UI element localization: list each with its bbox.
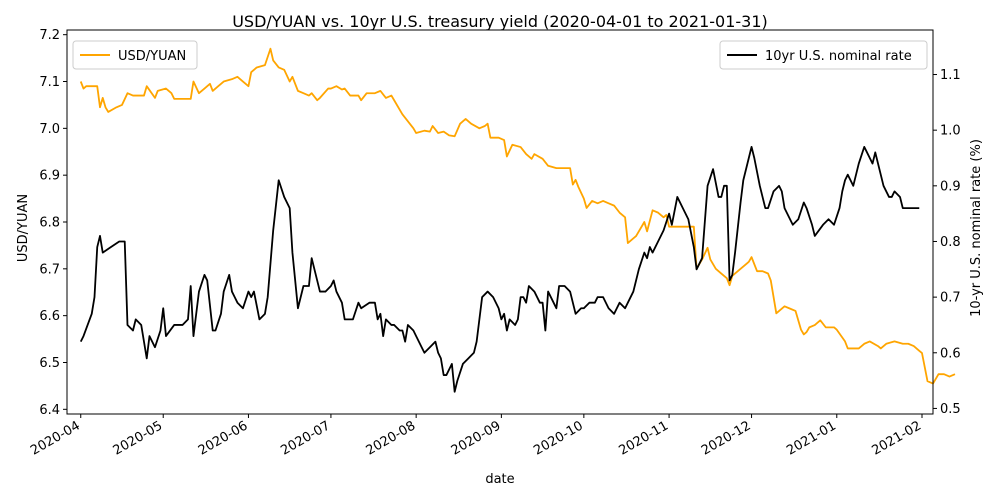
legend-right-frame [719,40,928,70]
y-left-tick-label: 6.9 [39,169,60,184]
x-tick-label: 2021-01 [784,418,839,458]
y-left-tick-label: 6.7 [39,262,60,277]
y-axis-left-label: USD/YUAN [16,194,31,262]
x-tick-label: 2020-11 [617,418,672,458]
x-tick-label: 2020-12 [699,418,754,458]
y-left-tick-label: 6.8 [39,216,60,231]
y-left-tick-label: 7.1 [39,75,60,90]
y-right-tick-label: 1.1 [940,68,961,83]
x-axis-label: date [485,472,514,487]
x-tick-label: 2020-09 [449,418,504,458]
x-tick-label: 2020-06 [196,418,251,458]
x-tick-label: 2020-04 [28,418,83,458]
y-left-tick-label: 6.5 [39,356,60,371]
x-tick-label: 2021-02 [869,418,924,458]
y-right-tick-label: 0.5 [940,402,961,417]
chart-title: USD/YUAN vs. 10yr U.S. treasury yield (2… [232,12,768,31]
y-left-tick-label: 6.4 [39,403,60,418]
y-left-tick-label: 7.0 [39,122,60,137]
x-tick-label: 2020-08 [364,418,419,458]
legend-left: USD/YUAN [72,40,198,70]
plot-layer [79,47,956,393]
y-right-tick-label: 0.9 [940,179,961,194]
y-axis-right-label: 10-yr U.S. nominal rate (%) [969,139,984,317]
y-left-tick-label: 7.2 [39,28,60,43]
legend-right-label: 10yr U.S. nominal rate [765,49,912,64]
y-right-tick-label: 1.0 [940,124,961,139]
y-right-tick-label: 0.7 [940,291,961,306]
x-tick-label: 2020-10 [531,418,586,458]
legend-left-frame [72,40,198,70]
series-line-treasury-yield [79,145,920,393]
y-right-tick-label: 0.8 [940,235,961,250]
legend-left-label: USD/YUAN [118,49,186,64]
legend-right: 10yr U.S. nominal rate [719,40,928,70]
y-left-tick-label: 6.6 [39,309,60,324]
series-line-usd-yuan [79,47,956,385]
x-tick-label: 2020-05 [111,418,166,458]
x-tick-label: 2020-07 [278,418,333,458]
y-right-tick-label: 0.6 [940,346,961,361]
axes-layer: 2020-04 2020-05 2020-06 2020-07 2020-08 2020-… [28,28,960,458]
